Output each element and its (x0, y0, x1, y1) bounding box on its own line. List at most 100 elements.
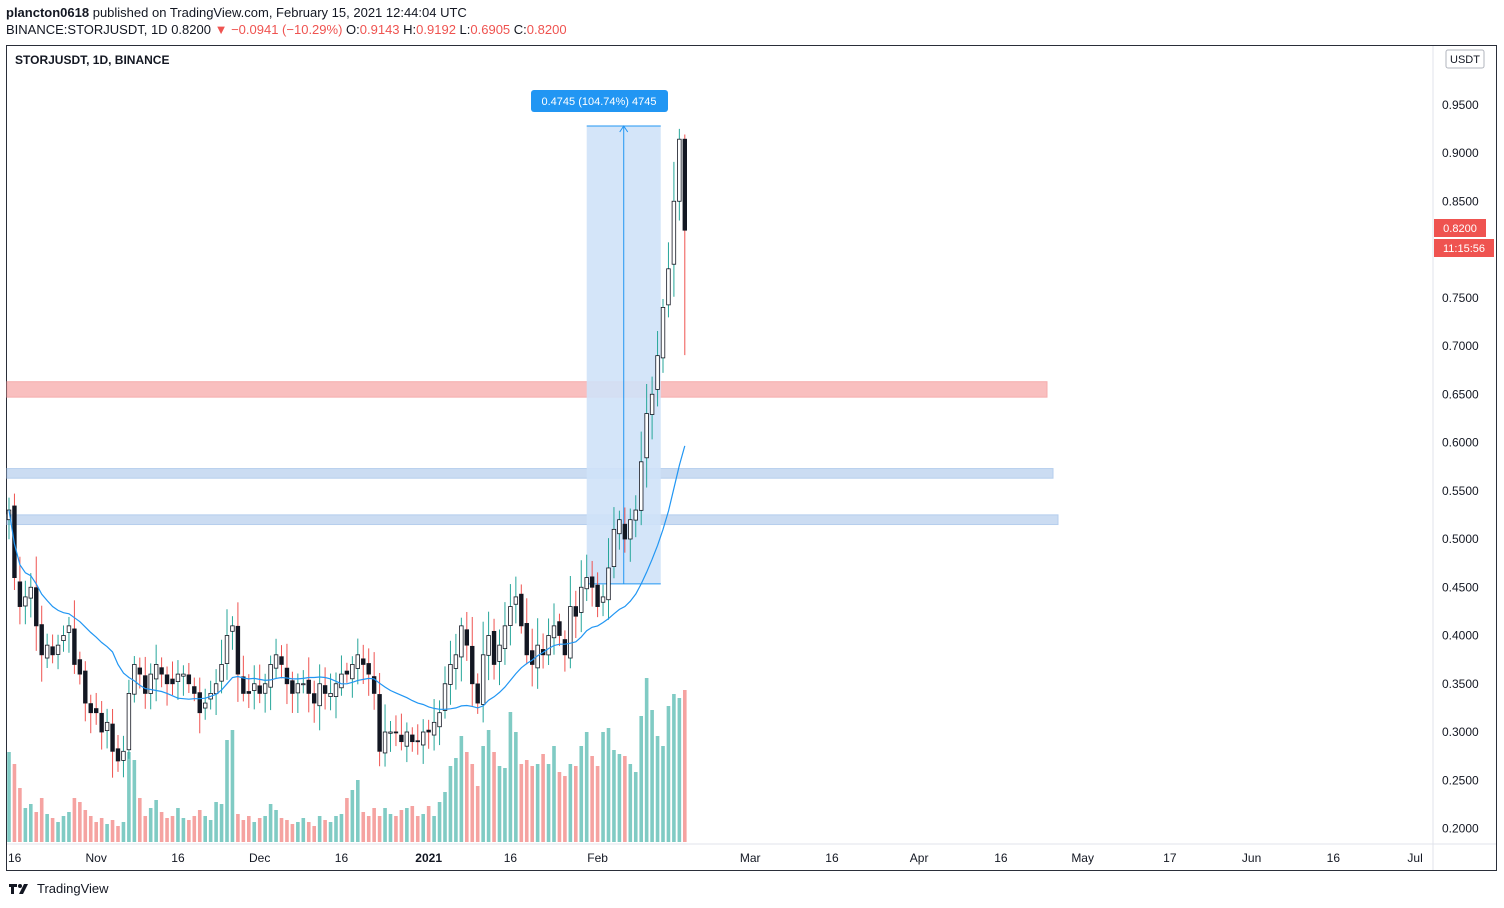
candle-body[interactable] (557, 621, 562, 636)
candle-body[interactable] (442, 683, 448, 711)
candle-body[interactable] (480, 654, 486, 705)
candle-body[interactable] (295, 683, 301, 694)
candle-body[interactable] (519, 593, 524, 627)
zone-red[interactable] (6, 381, 1048, 398)
candle-body[interactable] (50, 646, 55, 656)
candle-body[interactable] (595, 584, 600, 607)
candle-body[interactable] (66, 625, 72, 633)
candle-body[interactable] (339, 673, 344, 689)
candle-body[interactable] (99, 712, 104, 733)
candle-body[interactable] (273, 654, 279, 669)
candle-body[interactable] (115, 748, 121, 762)
candle-body[interactable] (579, 586, 584, 613)
candle-body[interactable] (633, 509, 638, 521)
candle-body[interactable] (137, 667, 142, 675)
candle-body[interactable] (377, 694, 382, 752)
candle-body[interactable] (388, 731, 393, 734)
candle-body[interactable] (6, 509, 12, 521)
candle-body[interactable] (562, 639, 568, 656)
candle-body[interactable] (366, 663, 371, 675)
candle-body[interactable] (470, 645, 475, 685)
candle-body[interactable] (437, 712, 442, 728)
candle-body[interactable] (23, 596, 28, 607)
candle-body[interactable] (268, 664, 273, 688)
candle-body[interactable] (104, 721, 110, 732)
candle-body[interactable] (655, 355, 660, 390)
candle-body[interactable] (584, 577, 589, 590)
candle-body[interactable] (328, 693, 333, 697)
candle-body[interactable] (502, 625, 508, 650)
candle-body[interactable] (159, 667, 164, 675)
candle-body[interactable] (88, 703, 93, 714)
candle-body[interactable] (524, 623, 529, 656)
candle-body[interactable] (94, 708, 99, 714)
candle-body[interactable] (508, 606, 513, 626)
candle-body[interactable] (382, 731, 388, 754)
candle-body[interactable] (410, 734, 415, 743)
candle-body[interactable] (677, 138, 682, 202)
candle-body[interactable] (497, 644, 502, 662)
candle-body[interactable] (55, 644, 61, 655)
candle-body[interactable] (589, 576, 595, 588)
candle-body[interactable] (284, 667, 290, 685)
candle-body[interactable] (175, 673, 181, 682)
candle-body[interactable] (148, 673, 153, 694)
candle-body[interactable] (530, 650, 535, 665)
candle-body[interactable] (246, 691, 251, 694)
candle-body[interactable] (186, 674, 192, 685)
candle-body[interactable] (431, 721, 437, 736)
candle-body[interactable] (666, 268, 671, 306)
candle-body[interactable] (350, 664, 355, 680)
candle-body[interactable] (420, 731, 426, 746)
candle-body[interactable] (355, 654, 360, 669)
candle-body[interactable] (322, 685, 328, 694)
candle-body[interactable] (202, 702, 208, 709)
candle-body[interactable] (252, 683, 257, 691)
candle-body[interactable] (344, 670, 350, 675)
candle-body[interactable] (279, 656, 284, 665)
candle-body[interactable] (77, 659, 83, 675)
candle-body[interactable] (170, 678, 175, 685)
candle-body[interactable] (644, 413, 649, 459)
candle-body[interactable] (628, 519, 633, 540)
candle-body[interactable] (671, 200, 677, 265)
candle-body[interactable] (393, 731, 399, 734)
author[interactable]: plancton0618 (6, 5, 90, 20)
candle-body[interactable] (121, 750, 126, 761)
candle-body[interactable] (110, 723, 115, 752)
candle-body[interactable] (262, 683, 268, 694)
candle-body[interactable] (61, 635, 66, 641)
candle-body[interactable] (235, 625, 241, 675)
candle-body[interactable] (83, 670, 88, 704)
candle-body[interactable] (317, 683, 322, 707)
candle-body[interactable] (513, 596, 519, 605)
candle-body[interactable] (649, 393, 655, 415)
candle-body[interactable] (181, 673, 186, 677)
candle-body[interactable] (132, 664, 137, 695)
candle-body[interactable] (72, 628, 77, 665)
candle-body[interactable] (301, 683, 306, 686)
candle-body[interactable] (143, 675, 148, 694)
candle-body[interactable] (257, 685, 262, 694)
candle-body[interactable] (491, 630, 497, 665)
currency-box[interactable] (1445, 49, 1485, 69)
candle-body[interactable] (192, 686, 197, 694)
candle-body[interactable] (44, 644, 50, 659)
candle-body[interactable] (306, 679, 311, 694)
candle-body[interactable] (622, 523, 628, 540)
candle-body[interactable] (600, 596, 606, 603)
candle-body[interactable] (153, 664, 159, 680)
candle-body[interactable] (333, 683, 339, 697)
candle-body[interactable] (39, 624, 44, 656)
footer-brand[interactable]: TradingView (8, 881, 109, 896)
zone-blue[interactable] (6, 468, 1054, 479)
candle-body[interactable] (213, 683, 219, 695)
candle-body[interactable] (164, 674, 170, 685)
candle-body[interactable] (611, 528, 617, 567)
candle-body[interactable] (475, 683, 480, 704)
candle-body[interactable] (371, 676, 377, 694)
candle-body[interactable] (197, 692, 202, 714)
candle-body[interactable] (17, 581, 23, 607)
candle-body[interactable] (230, 625, 235, 632)
candle-body[interactable] (617, 519, 622, 535)
